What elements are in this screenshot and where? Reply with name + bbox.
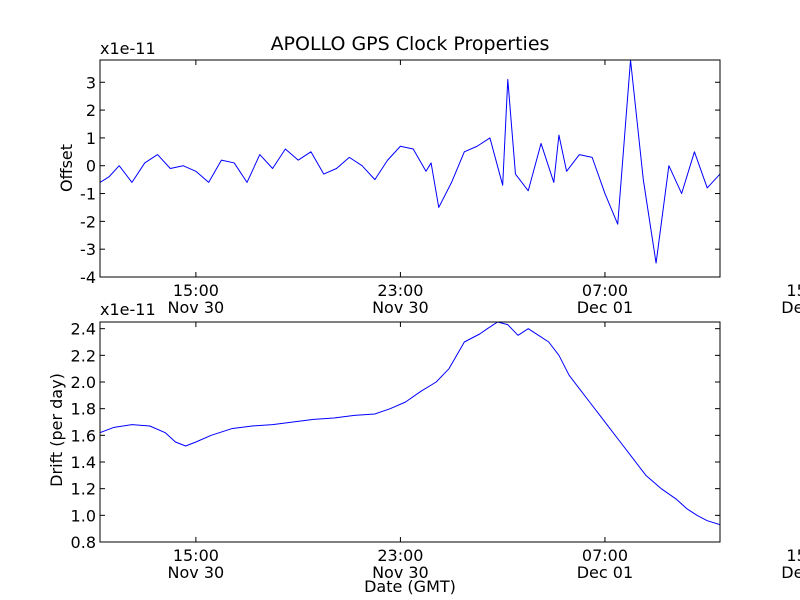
y-tick-label: 2.0 — [71, 373, 96, 392]
y-tick-label: 1.0 — [71, 506, 96, 525]
x-tick-label-time: 15:00 — [173, 281, 219, 300]
y-tick-label: -4 — [80, 268, 96, 287]
x-tick-label-time: 15:00 — [173, 546, 219, 565]
x-tick-label-date: Dec 01 — [577, 298, 633, 317]
x-tick-label-time: 23:00 — [377, 546, 423, 565]
x-tick-label-date: Nov 30 — [168, 298, 225, 317]
y-tick-label: -2 — [80, 212, 96, 231]
y-tick-label: 1.6 — [71, 426, 96, 445]
offset-series-line — [100, 60, 720, 264]
drift-y-axis-label: Drift (per day) — [47, 373, 66, 487]
drift-x-axis-label: Date (GMT) — [364, 577, 456, 596]
offset-y-multiplier: x1e-11 — [100, 39, 156, 58]
x-tick-label-date: Nov 30 — [372, 563, 429, 582]
x-tick-label-date: Nov 30 — [372, 298, 429, 317]
y-tick-label: 1 — [86, 129, 96, 148]
x-tick-label-time: 15:00 — [786, 281, 800, 300]
y-tick-label: 1.4 — [71, 453, 96, 472]
drift-axes-frame — [99, 321, 721, 543]
x-tick-label-time: 07:00 — [582, 546, 628, 565]
drift-series-line — [100, 322, 720, 526]
x-tick-label-date: Nov 30 — [168, 563, 225, 582]
chart-title: APOLLO GPS Clock Properties — [271, 33, 550, 55]
x-tick-label-date: Dec 01 — [781, 563, 800, 582]
x-tick-label-time: 07:00 — [582, 281, 628, 300]
y-tick-label: 2.2 — [71, 346, 96, 365]
y-tick-label: 1.2 — [71, 480, 96, 499]
x-tick-label-time: 23:00 — [377, 281, 423, 300]
x-tick-label-date: Dec 01 — [781, 298, 800, 317]
drift-y-multiplier: x1e-11 — [100, 300, 156, 319]
y-tick-label: -1 — [80, 185, 96, 204]
y-tick-label: 2.4 — [71, 320, 96, 339]
x-tick-label-date: Dec 01 — [577, 563, 633, 582]
y-tick-label: 1.8 — [71, 400, 96, 419]
y-tick-label: 0 — [86, 157, 96, 176]
y-tick-label: 3 — [86, 73, 96, 92]
y-tick-label: 2 — [86, 101, 96, 120]
offset-axes-frame — [99, 59, 721, 278]
y-tick-label: 0.8 — [71, 533, 96, 552]
offset-y-axis-label: Offset — [57, 144, 76, 192]
y-tick-label: -3 — [80, 240, 96, 259]
x-tick-label-time: 15:00 — [786, 546, 800, 565]
